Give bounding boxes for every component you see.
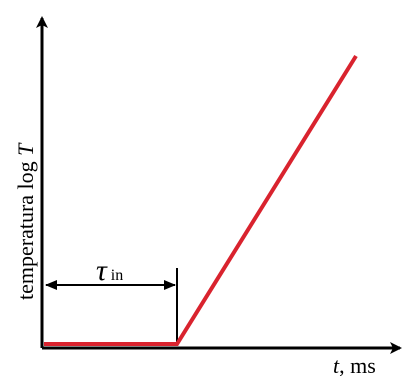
y-axis-label: temperatura log T <box>13 142 38 300</box>
y-axis-label-prefix: temperatura log <box>13 156 38 300</box>
x-axis-label: t, ms <box>333 353 376 376</box>
x-axis-label-var: t <box>333 353 340 376</box>
y-axis-label-var: T <box>13 142 38 156</box>
temperature-curve <box>44 54 358 346</box>
delay-label: τ in <box>96 254 123 287</box>
x-axis-label-unit: , ms <box>339 353 376 376</box>
delay-symbol: τ <box>96 254 108 287</box>
delay-subscript: in <box>111 267 123 284</box>
